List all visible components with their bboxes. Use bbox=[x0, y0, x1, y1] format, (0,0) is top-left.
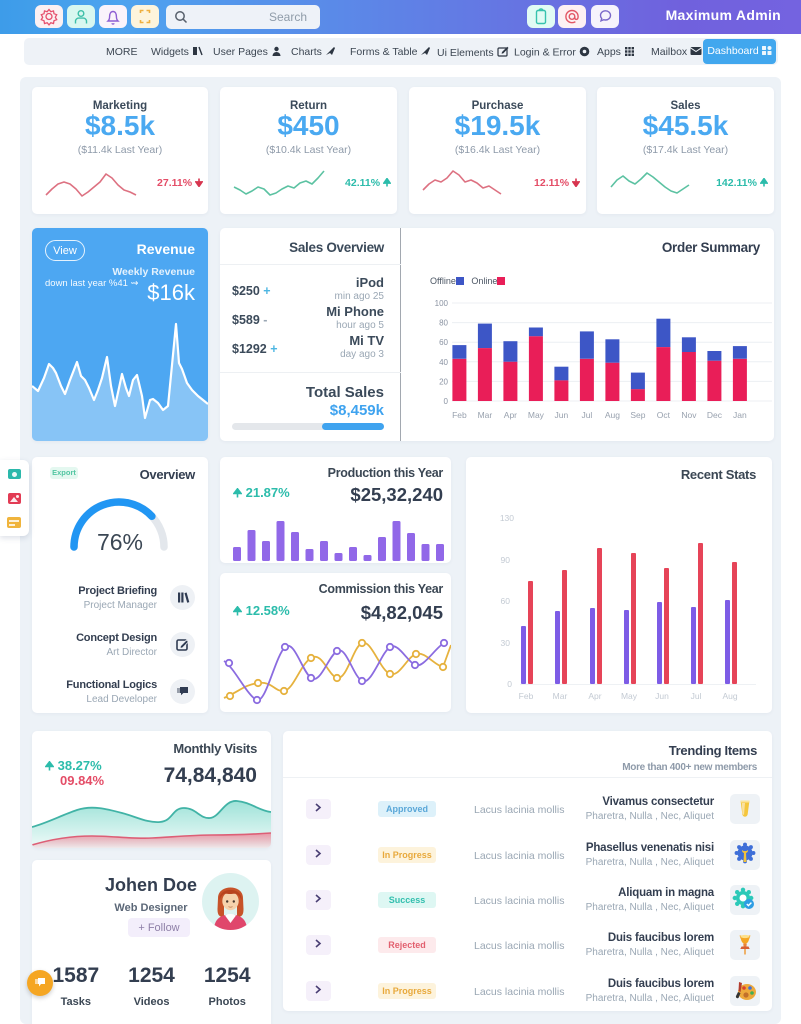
svg-text:Jan: Jan bbox=[733, 410, 747, 420]
svg-text:Apr: Apr bbox=[588, 691, 601, 701]
svg-text:Nov: Nov bbox=[681, 410, 697, 420]
svg-text:Feb: Feb bbox=[452, 410, 467, 420]
svg-text:Mar: Mar bbox=[478, 410, 493, 420]
svg-text:40: 40 bbox=[439, 358, 448, 367]
svg-text:0: 0 bbox=[507, 679, 512, 689]
svg-text:Aug: Aug bbox=[605, 410, 620, 420]
svg-text:0: 0 bbox=[444, 397, 449, 406]
svg-text:60: 60 bbox=[501, 596, 511, 606]
svg-text:80: 80 bbox=[439, 319, 448, 328]
svg-text:Mar: Mar bbox=[553, 691, 568, 701]
svg-text:Dec: Dec bbox=[707, 410, 723, 420]
svg-text:Jul: Jul bbox=[691, 691, 702, 701]
svg-text:May: May bbox=[528, 410, 545, 420]
svg-text:30: 30 bbox=[501, 638, 511, 648]
svg-text:90: 90 bbox=[501, 555, 511, 565]
svg-text:Jul: Jul bbox=[581, 410, 592, 420]
svg-text:May: May bbox=[621, 691, 638, 701]
svg-text:Aug: Aug bbox=[722, 691, 737, 701]
svg-text:Feb: Feb bbox=[519, 691, 534, 701]
svg-text:60: 60 bbox=[439, 338, 448, 347]
svg-text:Jun: Jun bbox=[555, 410, 569, 420]
svg-text:100: 100 bbox=[435, 299, 449, 308]
svg-text:20: 20 bbox=[439, 377, 448, 386]
svg-text:Jun: Jun bbox=[655, 691, 669, 701]
svg-text:Oct: Oct bbox=[657, 410, 671, 420]
svg-text:Sep: Sep bbox=[630, 410, 645, 420]
svg-text:130: 130 bbox=[500, 513, 514, 523]
svg-text:Apr: Apr bbox=[504, 410, 517, 420]
